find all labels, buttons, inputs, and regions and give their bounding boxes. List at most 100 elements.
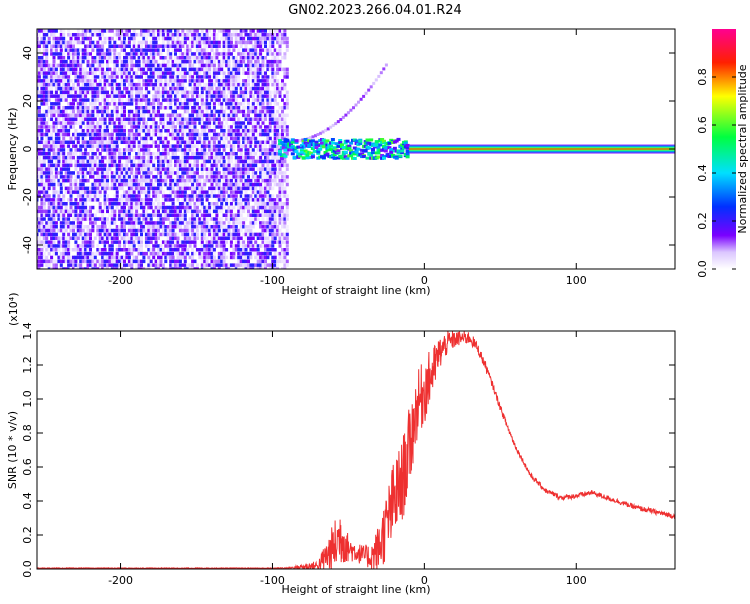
heatmap-cell — [220, 217, 224, 221]
heatmap-cell — [195, 40, 199, 45]
heatmap-cell — [222, 136, 226, 141]
heatmap-cell — [188, 125, 192, 129]
heatmap-cell — [152, 75, 156, 79]
heatmap-cell — [256, 263, 260, 267]
heatmap-cell — [45, 244, 49, 248]
heatmap-cell — [171, 86, 175, 91]
heatmap-cell — [79, 217, 83, 221]
heatmap-cell — [234, 248, 238, 252]
heatmap-cell — [37, 75, 41, 79]
heatmap-cell — [188, 209, 192, 214]
heatmap-cell — [79, 228, 83, 233]
heatmap-cell — [91, 94, 95, 98]
heatmap-cell — [222, 190, 226, 194]
heatmap-cell — [52, 213, 56, 217]
heatmap-cell — [89, 198, 92, 202]
heatmap-cell — [50, 228, 54, 233]
heatmap-cell — [144, 178, 148, 183]
heatmap-cell — [40, 171, 44, 175]
heatmap-cell — [157, 221, 160, 225]
heatmap-cell — [127, 244, 131, 248]
heatmap-cell — [91, 217, 95, 221]
heatmap-cell — [89, 102, 92, 106]
heatmap-cell — [120, 44, 124, 48]
heatmap-cell — [203, 121, 207, 125]
heatmap-cell — [37, 163, 41, 168]
heatmap-cell — [264, 56, 267, 60]
heatmap-cell — [142, 56, 146, 60]
heatmap-cell — [264, 155, 267, 160]
heatmap-cell — [135, 205, 139, 210]
heatmap-cell — [127, 236, 131, 240]
heatmap-cell — [37, 267, 41, 269]
heatmap-cell — [113, 259, 117, 264]
heatmap-cell — [249, 159, 253, 164]
heatmap-cell — [81, 255, 85, 260]
heatmap-cell — [254, 255, 258, 260]
heatmap-cell — [268, 182, 272, 187]
heatmap-cell — [120, 106, 124, 110]
heatmap-cell — [268, 148, 272, 152]
heatmap-cell — [259, 52, 263, 56]
heatmap-cell — [159, 63, 163, 68]
heatmap-cell — [40, 136, 44, 141]
heatmap-cell — [174, 102, 177, 106]
heatmap-cell — [237, 52, 241, 56]
heatmap-cell — [232, 71, 236, 75]
heatmap-cell — [210, 44, 214, 48]
heatmap-cell — [42, 144, 46, 148]
heatmap-cell — [96, 67, 100, 72]
heatmap-cell — [215, 194, 219, 198]
heatmap-cell — [203, 255, 207, 260]
heatmap-cell — [149, 56, 153, 60]
heatmap-cell — [229, 225, 233, 229]
heatmap-cell — [261, 67, 265, 72]
heatmap-cell — [198, 40, 202, 45]
heatmap-cell — [271, 209, 275, 214]
heatmap-cell — [254, 152, 258, 156]
heatmap-cell — [96, 56, 100, 60]
heatmap-cell — [232, 194, 236, 198]
heatmap-cell — [174, 178, 177, 183]
heatmap-cell — [69, 52, 73, 56]
heatmap-cell — [271, 186, 275, 191]
heatmap-cell — [52, 236, 56, 240]
heatmap-cell — [123, 171, 126, 175]
heatmap-cell — [242, 106, 246, 110]
heatmap-cell — [103, 102, 107, 106]
heatmap-cell — [79, 144, 83, 148]
heatmap-cell — [125, 178, 129, 183]
heatmap-cell — [205, 209, 209, 214]
heatmap-cell — [261, 263, 265, 267]
heatmap-cell — [229, 67, 233, 72]
heatmap-cell — [72, 109, 75, 114]
heatmap-cell — [113, 144, 117, 148]
heatmap-cell — [149, 217, 153, 221]
heatmap-cell — [50, 75, 54, 79]
heatmap-cell — [54, 109, 58, 114]
heatmap-cell — [47, 175, 51, 179]
heatmap-cell — [52, 148, 56, 152]
heatmap-cell — [147, 90, 151, 95]
heatmap-cell — [103, 48, 107, 52]
heatmap-cell — [229, 175, 233, 179]
heatmap-cell — [127, 209, 131, 214]
heatmap-cell — [217, 94, 221, 98]
heatmap-cell — [101, 59, 105, 64]
heatmap-cell — [237, 117, 241, 121]
heatmap-cell — [137, 40, 141, 45]
heatmap-cell — [110, 109, 114, 114]
heatmap-cell — [147, 159, 151, 164]
heatmap-cell — [54, 155, 58, 160]
heatmap-cell — [181, 113, 185, 118]
heatmap-cell — [161, 228, 165, 233]
heatmap-cell — [54, 29, 58, 33]
heatmap-cell — [103, 175, 107, 179]
heatmap-cell — [183, 236, 187, 240]
heatmap-cell — [37, 148, 39, 152]
heatmap-cell — [174, 267, 177, 269]
heatmap-cell — [47, 136, 51, 141]
heatmap-cell — [205, 263, 209, 267]
heatmap-cell — [220, 190, 224, 194]
heatmap-cell — [181, 175, 185, 179]
